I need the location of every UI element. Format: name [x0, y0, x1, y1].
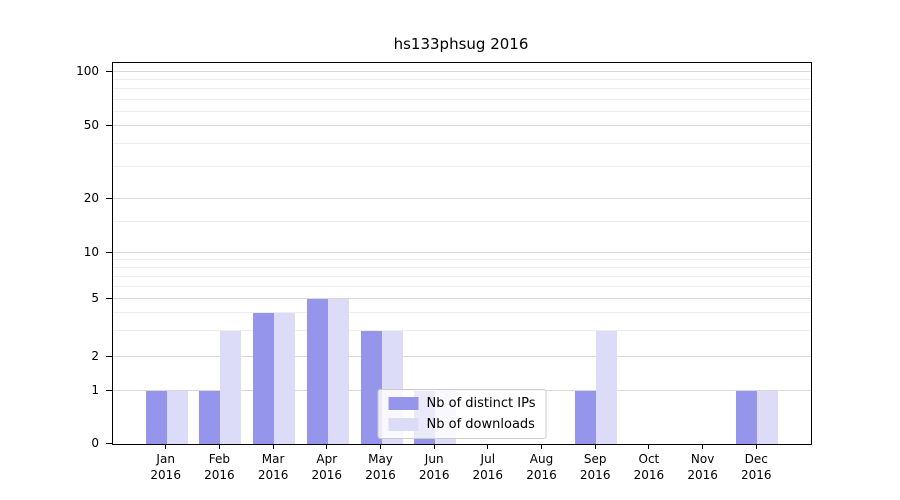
- x-tick-mark: [702, 444, 704, 449]
- y-tick-label: 0: [91, 436, 99, 450]
- minor-gridline: [113, 259, 811, 261]
- x-tick-label: Oct 2016: [633, 452, 665, 482]
- x-tick-mark: [541, 444, 542, 449]
- bar-distinct-ips: [360, 331, 382, 444]
- y-tick-mark: [106, 356, 112, 357]
- minor-gridline: [113, 142, 811, 144]
- x-tick-label: May 2016: [365, 452, 396, 482]
- y-tick-mark: [106, 71, 112, 72]
- y-tick-label: 10: [83, 245, 99, 259]
- x-tick-mark: [326, 444, 328, 449]
- y-tick-mark: [106, 298, 112, 299]
- y-tick-mark: [106, 125, 112, 126]
- minor-gridline: [113, 312, 811, 313]
- minor-gridline: [113, 79, 811, 81]
- x-tick-mark: [165, 444, 167, 449]
- x-tick-mark: [272, 444, 274, 449]
- bar-distinct-ips: [306, 298, 328, 444]
- x-tick-label: Dec 2016: [741, 452, 772, 482]
- bar-downloads: [274, 313, 296, 444]
- bar-downloads: [757, 391, 779, 444]
- minor-gridline: [113, 220, 811, 222]
- minor-gridline: [113, 165, 811, 167]
- x-tick-label: Sep 2016: [579, 452, 611, 482]
- minor-gridline: [113, 275, 811, 277]
- bar-distinct-ips: [736, 391, 758, 444]
- x-tick-label: Aug 2016: [526, 452, 557, 482]
- bar-downloads: [220, 331, 242, 444]
- y-tick-label: 1: [91, 383, 99, 397]
- legend-swatch-downloads: [388, 418, 419, 431]
- legend: Nb of distinct IPs Nb of downloads: [377, 389, 547, 439]
- y-tick-mark: [106, 252, 112, 253]
- y-tick-label: 5: [91, 291, 99, 305]
- bar-distinct-ips: [253, 313, 275, 444]
- y-tick-label: 100: [76, 64, 99, 78]
- minor-gridline: [113, 285, 811, 287]
- legend-item-distinct-ips: Nb of distinct IPs: [388, 396, 536, 411]
- bar-distinct-ips: [199, 391, 221, 444]
- x-tick-mark: [594, 444, 596, 449]
- minor-gridline: [113, 110, 811, 112]
- chart-title: hs133phsug 2016: [393, 35, 529, 53]
- y-tick-label: 20: [83, 191, 99, 205]
- y-tick-label: 50: [83, 118, 99, 132]
- major-gridline: [113, 124, 811, 126]
- x-tick-mark: [755, 444, 757, 449]
- bar-distinct-ips: [575, 391, 597, 444]
- y-tick-label: 2: [91, 349, 99, 363]
- minor-gridline: [113, 266, 811, 268]
- major-gridline: [113, 71, 811, 73]
- x-tick-label: Jun 2016: [418, 452, 450, 482]
- x-tick-mark: [218, 444, 220, 449]
- legend-swatch-distinct-ips: [388, 397, 419, 410]
- y-tick-mark: [106, 443, 112, 444]
- bar-downloads: [327, 298, 349, 444]
- major-gridline: [113, 356, 811, 358]
- x-tick-label: Nov 2016: [687, 452, 718, 482]
- legend-label-distinct-ips: Nb of distinct IPs: [426, 396, 536, 411]
- x-tick-label: Apr 2016: [311, 452, 343, 482]
- x-tick-label: Jan 2016: [150, 452, 181, 482]
- minor-gridline: [113, 88, 811, 90]
- major-gridline: [113, 297, 811, 299]
- x-tick-label: Feb 2016: [204, 452, 235, 482]
- bar-distinct-ips: [145, 391, 167, 444]
- x-tick-label: Mar 2016: [257, 452, 289, 482]
- bar-downloads: [166, 391, 188, 444]
- x-tick-mark: [433, 444, 435, 449]
- x-tick-mark: [380, 444, 381, 449]
- x-tick-label: Jul 2016: [472, 452, 504, 482]
- legend-label-downloads: Nb of downloads: [426, 417, 535, 432]
- plot-area: Nb of distinct IPs Nb of downloads: [112, 62, 812, 445]
- minor-gridline: [113, 98, 811, 100]
- minor-gridline: [113, 330, 811, 332]
- major-gridline: [113, 198, 811, 199]
- x-tick-mark: [648, 444, 650, 449]
- x-tick-mark: [487, 444, 489, 449]
- major-gridline: [113, 252, 811, 254]
- y-tick-mark: [106, 390, 112, 391]
- legend-item-downloads: Nb of downloads: [388, 417, 536, 432]
- y-tick-mark: [106, 198, 112, 199]
- bar-downloads: [596, 331, 618, 444]
